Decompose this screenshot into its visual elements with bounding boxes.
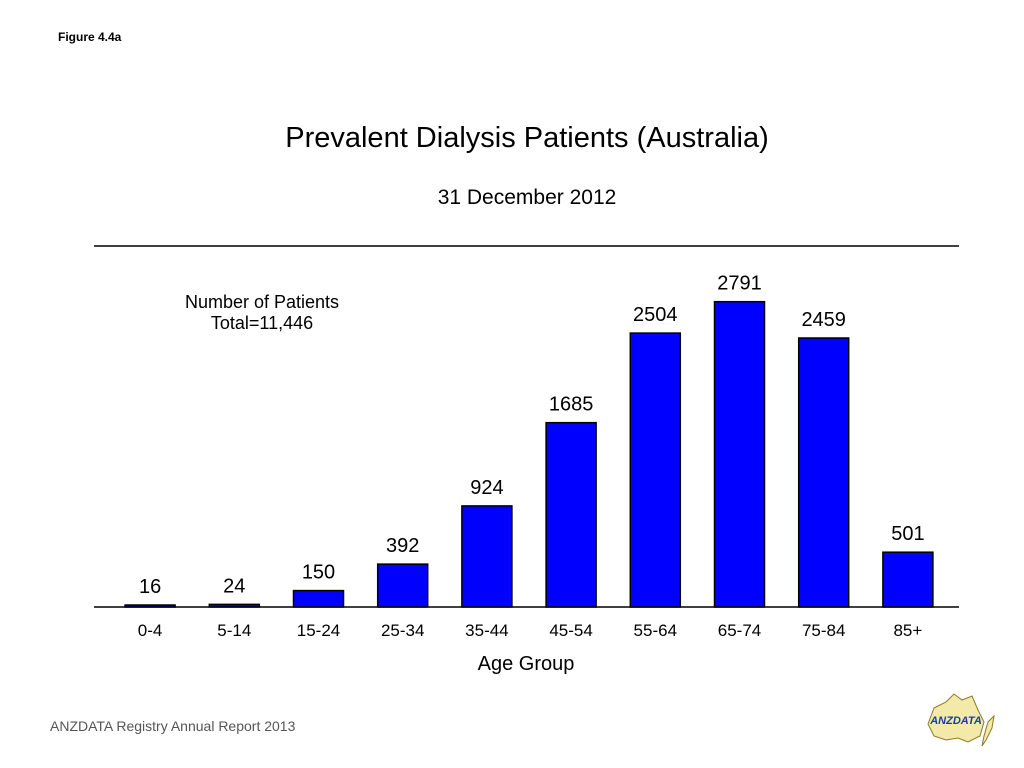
bar-15-24 bbox=[292, 589, 345, 608]
tick-label-55-64: 55-64 bbox=[634, 621, 677, 640]
bar-45-54 bbox=[545, 421, 597, 608]
figure-label: Figure 4.4a bbox=[58, 30, 122, 44]
value-label-35-44: 924 bbox=[470, 477, 503, 499]
x-axis-label: Age Group bbox=[478, 653, 575, 675]
bar-85+ bbox=[882, 551, 934, 608]
chart-title: Prevalent Dialysis Patients (Australia) bbox=[285, 122, 769, 154]
bars-group bbox=[124, 300, 934, 608]
bar-75-84 bbox=[797, 337, 850, 608]
annotation-line-2: Total=11,446 bbox=[210, 313, 314, 333]
bar-25-34 bbox=[376, 563, 429, 608]
logo-australia-shape bbox=[927, 693, 985, 743]
value-labels-group: 16 24 150 392 924 1685 2504 2791 2459 501 bbox=[139, 273, 925, 598]
tick-label-45-54: 45-54 bbox=[549, 621, 592, 640]
tick-label-15-24: 15-24 bbox=[297, 621, 340, 640]
anzdata-logo: ANZDATA bbox=[927, 693, 995, 747]
tick-label-75-84: 75-84 bbox=[802, 621, 845, 640]
value-label-25-34: 392 bbox=[386, 535, 419, 557]
bar-55-64 bbox=[629, 332, 682, 608]
annotation-line-1: Number of Patients bbox=[184, 292, 340, 312]
tick-label-85+: 85+ bbox=[893, 621, 922, 640]
value-label-55-64: 2504 bbox=[633, 304, 678, 326]
bar-5-14 bbox=[208, 603, 261, 608]
logo-text: ANZDATA bbox=[929, 715, 982, 727]
value-label-65-74: 2791 bbox=[717, 273, 762, 295]
value-label-5-14: 24 bbox=[223, 575, 245, 597]
bar-35-44 bbox=[461, 505, 513, 608]
value-label-45-54: 1685 bbox=[549, 394, 594, 416]
tick-label-35-44: 35-44 bbox=[465, 621, 508, 640]
chart-subtitle: 31 December 2012 bbox=[437, 186, 617, 209]
logo-nz-shape bbox=[981, 714, 995, 747]
value-label-75-84: 2459 bbox=[801, 309, 846, 331]
value-label-0-4: 16 bbox=[139, 576, 161, 598]
chart-annotation: Number of Patients Total=11,446 bbox=[132, 292, 392, 334]
tick-label-5-14: 5-14 bbox=[217, 621, 251, 640]
value-label-15-24: 150 bbox=[302, 562, 335, 584]
tick-label-0-4: 0-4 bbox=[138, 621, 163, 640]
value-label-85+: 501 bbox=[891, 523, 924, 545]
footer-text: ANZDATA Registry Annual Report 2013 bbox=[50, 718, 296, 734]
tick-labels-group: 0-4 5-14 15-24 25-34 35-44 45-54 55-64 65-74 75-… bbox=[138, 621, 923, 640]
tick-label-25-34: 25-34 bbox=[381, 621, 424, 640]
tick-label-65-74: 65-74 bbox=[718, 621, 761, 640]
bar-0-4 bbox=[124, 604, 176, 608]
bar-65-74 bbox=[713, 300, 766, 608]
